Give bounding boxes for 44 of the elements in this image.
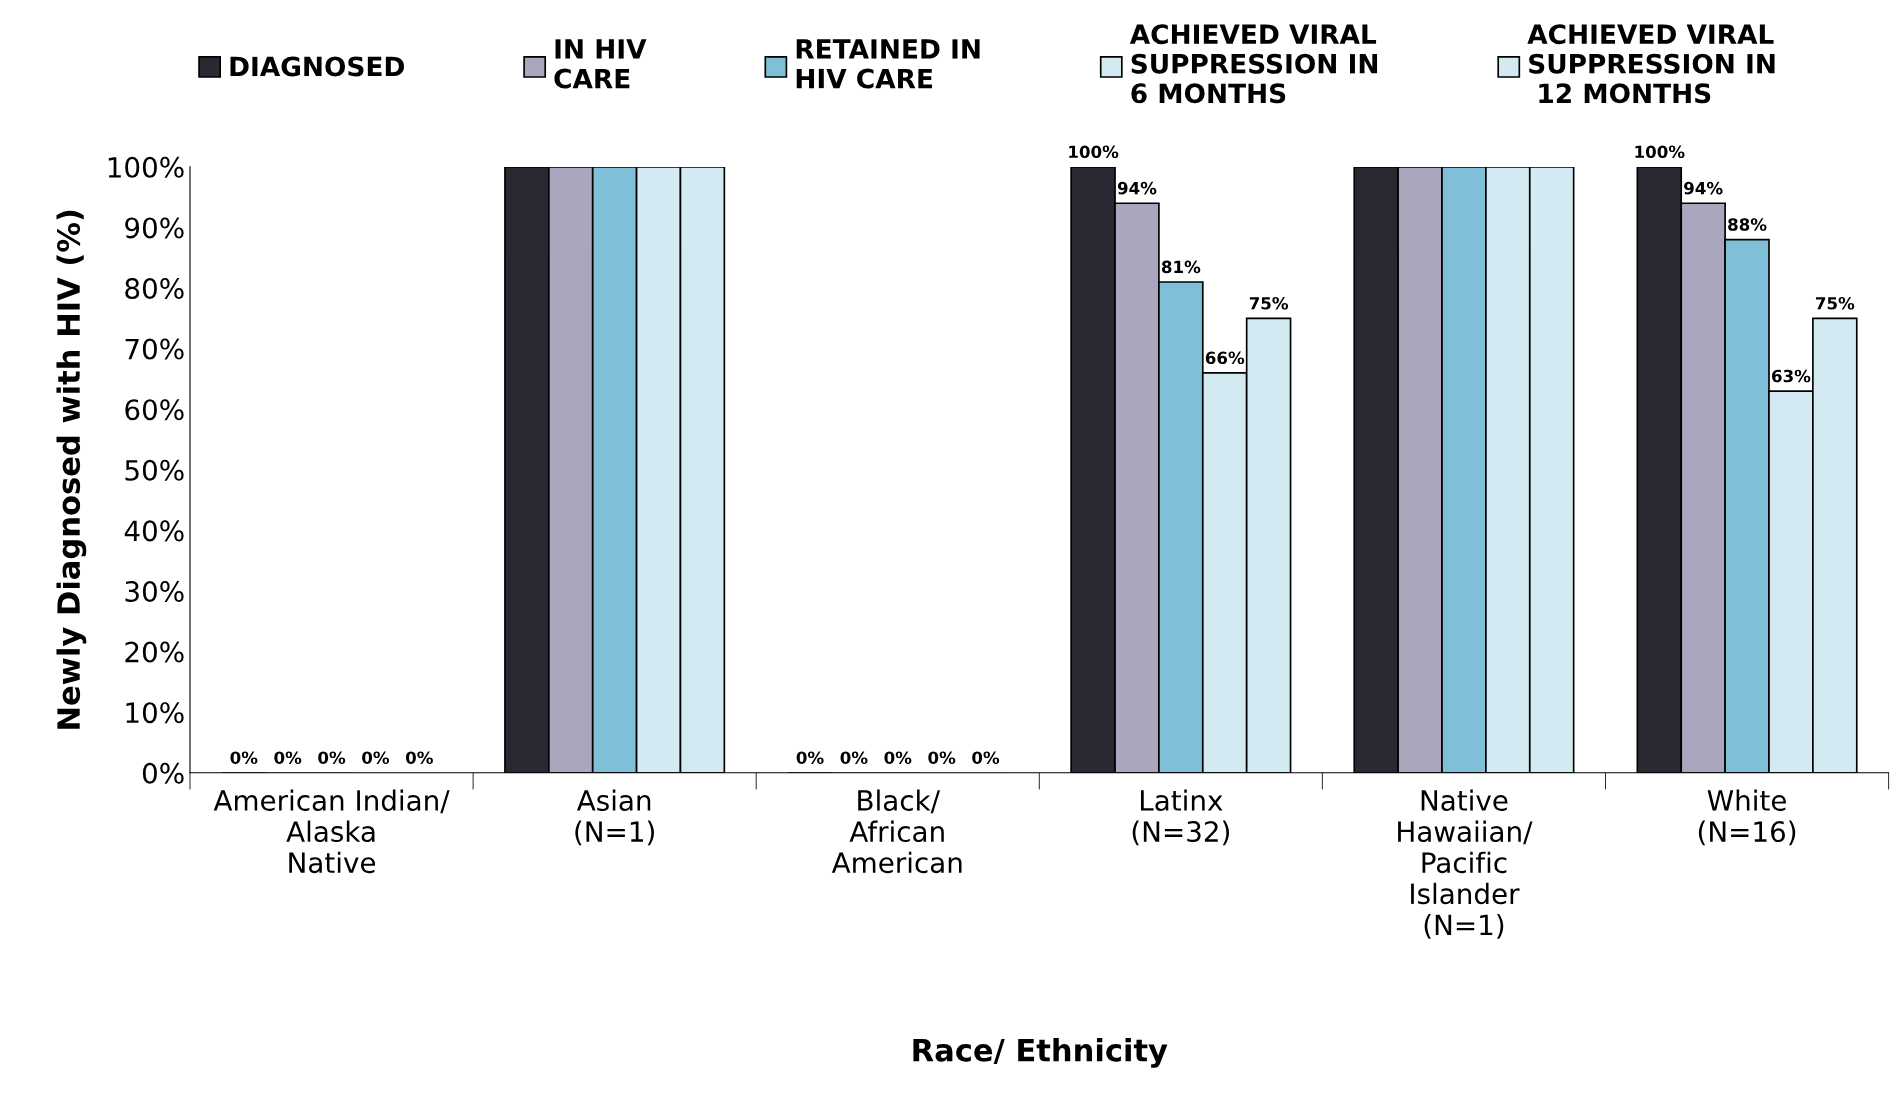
data-label: 0% (928, 751, 956, 765)
data-label: 0% (274, 751, 302, 765)
data-label: 94% (1117, 181, 1157, 195)
y-tick-label: 30% (125, 580, 184, 602)
data-label: 0% (405, 751, 433, 765)
data-label: 81% (1161, 260, 1201, 274)
x-tick-label: Native Hawaiian/ Pacific Islander (N=1) (1398, 789, 1533, 939)
x-tick-label: White (N=16) (1698, 789, 1796, 846)
y-axis-title: Newly Diagnosed with HIV (%) (56, 210, 87, 729)
data-label: 66% (1205, 351, 1245, 365)
data-label: 75% (1815, 296, 1855, 310)
data-label: 75% (1249, 296, 1289, 310)
legend-label: IN HIV CARE (554, 39, 647, 89)
data-label: 0% (840, 751, 868, 765)
y-tick-label: 60% (125, 399, 184, 421)
data-label: 0% (796, 751, 824, 765)
data-label: 94% (1684, 181, 1723, 195)
y-tick-label: 0% (142, 762, 184, 784)
y-tick-label: 90% (125, 217, 184, 239)
y-tick-label: 70% (125, 338, 184, 360)
legend-label: DIAGNOSED (230, 56, 404, 77)
data-label: 0% (318, 751, 346, 765)
legend-label: ACHIEVED VIRAL SUPPRESSION IN 6 MONTHS (1129, 24, 1378, 104)
x-tick-label: Latinx (N=32) (1132, 789, 1229, 846)
y-tick-label: 80% (125, 278, 184, 300)
x-tick-label: American Indian/ Alaska Native (213, 789, 450, 874)
y-tick-label: 10% (126, 702, 184, 724)
y-tick-label: 40% (124, 520, 184, 542)
x-tick-label: Asian (N=1) (575, 789, 654, 846)
legend-label: RETAINED IN HIV CARE (796, 39, 980, 89)
data-label: 63% (1772, 369, 1811, 383)
data-label: 0% (884, 751, 912, 765)
y-tick-label: 50% (125, 459, 184, 481)
data-label: 88% (1728, 218, 1767, 231)
x-axis-title: Race/ Ethnicity (913, 1037, 1168, 1068)
y-tick-label: 100% (108, 156, 184, 178)
data-label: 0% (972, 751, 1000, 765)
legend-label: ACHIEVED VIRAL SUPPRESSION IN 12 MONTHS (1527, 24, 1775, 104)
data-label: 0% (362, 751, 390, 765)
x-tick-label: Black/ African American (831, 789, 962, 874)
data-label: 100% (1635, 145, 1685, 159)
data-label: 100% (1069, 145, 1119, 159)
y-tick-label: 20% (125, 641, 184, 663)
data-label: 0% (230, 751, 258, 765)
